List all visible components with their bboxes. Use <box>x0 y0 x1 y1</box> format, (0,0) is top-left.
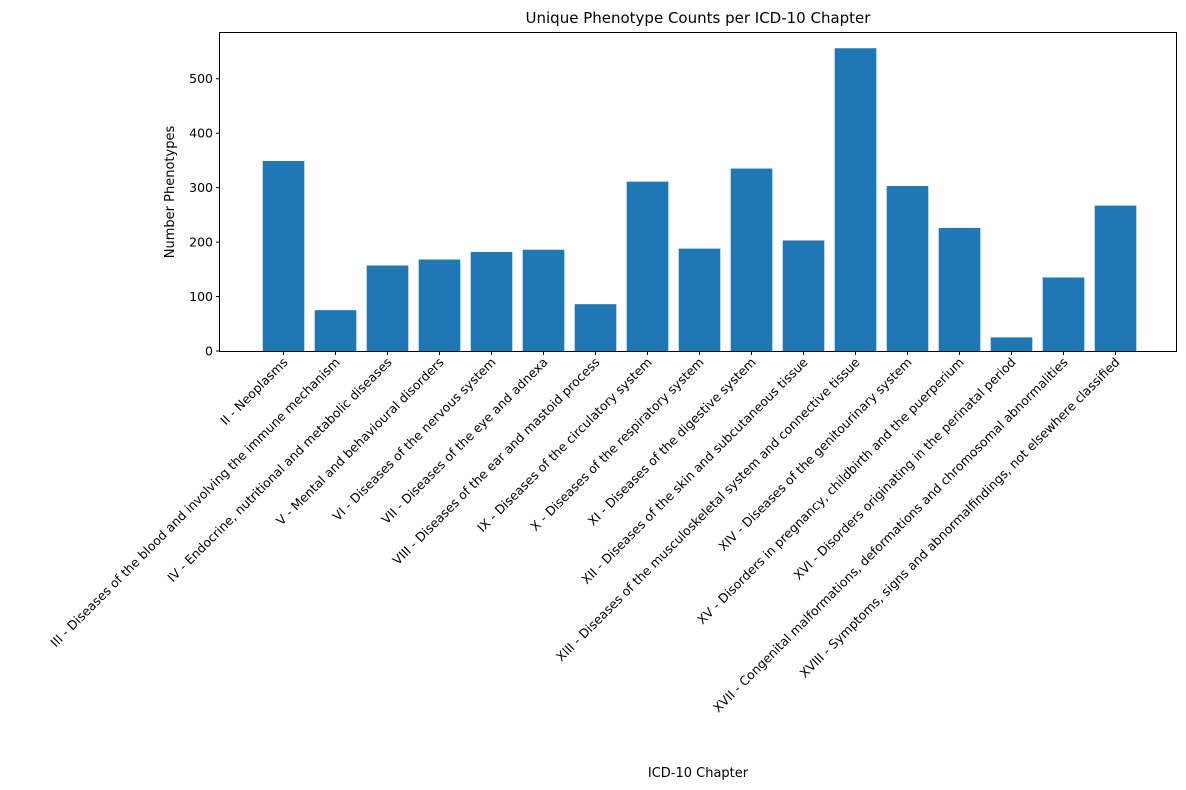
chart-title: Unique Phenotype Counts per ICD-10 Chapt… <box>526 9 872 27</box>
bar-12 <box>834 48 877 351</box>
bars-group <box>262 48 1137 351</box>
y-tick-label-100: 100 <box>189 289 213 304</box>
x-tick-label-3: IV - Endocrine, nutritional and metaboli… <box>164 355 394 585</box>
y-axis-label: Number Phenotypes <box>163 126 178 259</box>
bar-15 <box>990 337 1033 351</box>
bar-8 <box>626 181 669 351</box>
y-tick-label-200: 200 <box>189 235 213 250</box>
bar-11 <box>782 240 825 351</box>
bar-6 <box>522 249 565 351</box>
bar-5 <box>470 251 513 351</box>
bar-3 <box>366 265 409 351</box>
y-axis: 0 100 200 300 400 500 <box>189 71 220 359</box>
y-tick-label-0: 0 <box>205 344 213 359</box>
y-tick-label-500: 500 <box>189 71 213 86</box>
bar-16 <box>1042 277 1085 351</box>
y-tick-label-300: 300 <box>189 180 213 195</box>
x-tick-label-13: XIV - Diseases of the genitourinary syst… <box>715 355 914 554</box>
x-axis-label: ICD-10 Chapter <box>648 766 749 781</box>
bar-1 <box>262 160 305 351</box>
bar-17 <box>1094 205 1137 351</box>
bar-10 <box>730 168 773 351</box>
y-tick-label-400: 400 <box>189 126 213 141</box>
plot-frame <box>219 32 1177 352</box>
bar-4 <box>418 259 461 351</box>
bar-7 <box>574 304 617 351</box>
bar-9 <box>678 248 721 351</box>
bar-14 <box>938 227 981 351</box>
bar-2 <box>314 310 357 351</box>
bar-13 <box>886 186 929 351</box>
